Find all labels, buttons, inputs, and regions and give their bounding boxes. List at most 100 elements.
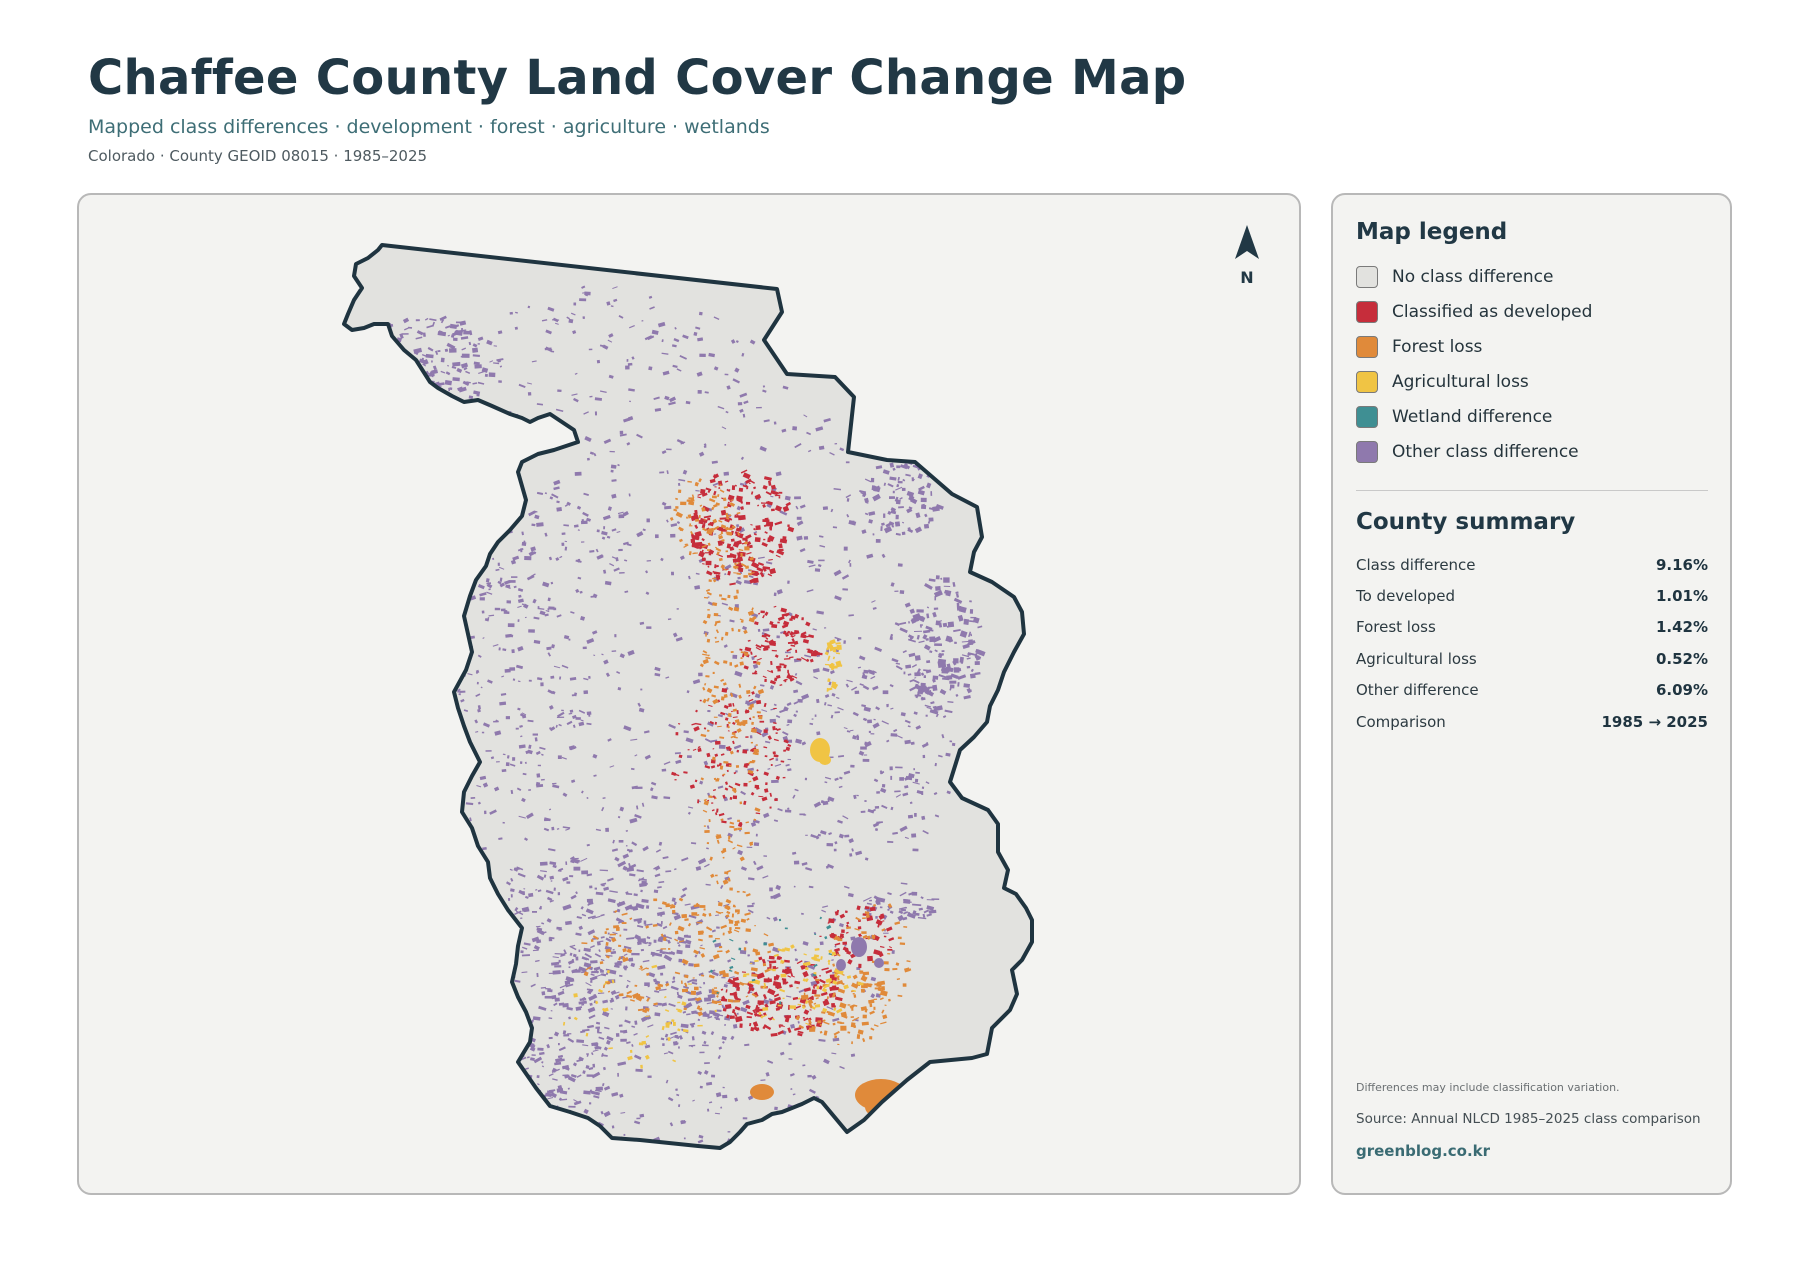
other-change-patch xyxy=(676,1183,679,1185)
other-change-patch xyxy=(532,911,537,913)
developed-patch xyxy=(787,1027,792,1033)
other-change-patch xyxy=(927,521,931,524)
other-change-patch xyxy=(355,849,361,854)
other-change-patch xyxy=(540,682,544,687)
other-change-patch xyxy=(824,776,832,780)
other-change-patch xyxy=(517,1109,521,1112)
site-link[interactable]: greenblog.co.kr xyxy=(1356,1142,1491,1160)
other-change-patch xyxy=(603,659,609,665)
forest-loss-patch xyxy=(832,963,836,967)
forest-loss-patch xyxy=(888,998,891,1002)
forest-loss-patch xyxy=(749,556,755,561)
forest-loss-patch xyxy=(668,948,671,950)
developed-patch xyxy=(782,505,790,513)
other-change-patch xyxy=(477,705,481,710)
other-change-patch xyxy=(586,1053,590,1057)
other-change-patch xyxy=(713,366,719,371)
other-change-patch xyxy=(591,915,601,920)
developed-patch xyxy=(759,571,765,578)
other-change-patch xyxy=(618,514,625,519)
other-change-patch xyxy=(766,503,772,509)
other-change-patch xyxy=(734,670,743,677)
other-change-patch xyxy=(594,397,603,401)
other-change-patch xyxy=(328,651,333,654)
developed-patch xyxy=(761,958,766,964)
other-change-patch xyxy=(829,452,835,456)
other-change-patch xyxy=(346,548,349,550)
other-change-patch xyxy=(677,482,681,486)
other-change-patch xyxy=(617,1072,619,1077)
other-change-patch xyxy=(411,1027,419,1031)
developed-patch xyxy=(785,746,791,752)
other-change-patch xyxy=(469,914,477,921)
developed-patch xyxy=(787,743,792,748)
forest-loss-patch xyxy=(733,606,740,612)
other-change-patch xyxy=(364,899,369,903)
other-change-patch xyxy=(915,695,919,699)
other-change-patch xyxy=(670,533,676,538)
other-change-patch xyxy=(527,392,532,396)
wetland-change-patch xyxy=(824,936,828,940)
developed-patch xyxy=(781,969,788,974)
other-change-patch xyxy=(947,621,955,628)
forest-loss-patch xyxy=(847,1031,851,1034)
forest-loss-patch xyxy=(634,984,638,987)
other-change-patch xyxy=(739,829,742,832)
agricultural-loss-patch xyxy=(827,687,833,691)
other-change-patch xyxy=(511,1088,517,1092)
other-change-patch xyxy=(533,616,540,620)
other-change-patch xyxy=(367,385,374,389)
other-change-patch xyxy=(799,504,806,509)
other-change-patch xyxy=(588,675,591,679)
other-change-patch xyxy=(364,707,370,712)
other-change-patch xyxy=(375,685,384,692)
other-change-patch xyxy=(523,942,531,946)
other-change-patch xyxy=(867,808,875,814)
other-change-patch xyxy=(661,951,666,955)
other-change-patch xyxy=(690,1045,694,1048)
other-change-patch xyxy=(548,1017,553,1020)
other-change-patch xyxy=(676,368,682,372)
other-change-patch xyxy=(563,949,567,954)
other-change-patch xyxy=(400,376,407,383)
other-change-patch xyxy=(347,1030,356,1037)
other-change-patch xyxy=(603,886,610,891)
other-change-patch xyxy=(812,628,817,631)
other-change-patch xyxy=(928,909,937,914)
other-change-patch xyxy=(918,616,924,620)
forest-loss-patch xyxy=(887,953,891,955)
other-change-patch xyxy=(611,848,619,852)
other-change-patch xyxy=(793,860,800,865)
other-change-patch xyxy=(661,339,664,343)
map-panel[interactable]: N xyxy=(77,193,1301,1195)
other-change-patch xyxy=(703,1070,709,1075)
other-change-patch xyxy=(614,634,617,638)
other-change-patch xyxy=(921,815,926,821)
legend-item-developed: Classified as developed xyxy=(1356,294,1708,329)
developed-patch xyxy=(719,481,723,487)
forest-loss-patch xyxy=(862,1014,867,1019)
other-change-patch xyxy=(564,546,568,551)
developed-patch xyxy=(690,784,694,787)
other-change-patch xyxy=(635,1068,643,1072)
other-change-patch xyxy=(600,936,605,939)
other-change-patch xyxy=(912,903,922,907)
other-change-patch xyxy=(568,1105,576,1108)
forest-loss-patch xyxy=(873,1024,879,1028)
developed-patch xyxy=(745,501,751,505)
developed-patch xyxy=(767,500,773,506)
other-change-patch xyxy=(354,471,360,476)
other-change-patch xyxy=(482,782,489,788)
other-change-patch xyxy=(669,1036,675,1040)
developed-patch xyxy=(787,524,790,527)
other-change-patch xyxy=(919,624,923,626)
other-change-patch xyxy=(594,1042,599,1047)
other-change-patch xyxy=(586,843,590,847)
other-change-patch xyxy=(521,906,530,912)
other-change-patch xyxy=(864,857,869,861)
other-change-patch xyxy=(703,760,709,766)
other-change-patch xyxy=(925,781,930,785)
county-map[interactable]: N xyxy=(79,195,1301,1195)
other-change-patch xyxy=(946,663,951,669)
other-change-patch xyxy=(481,505,489,508)
